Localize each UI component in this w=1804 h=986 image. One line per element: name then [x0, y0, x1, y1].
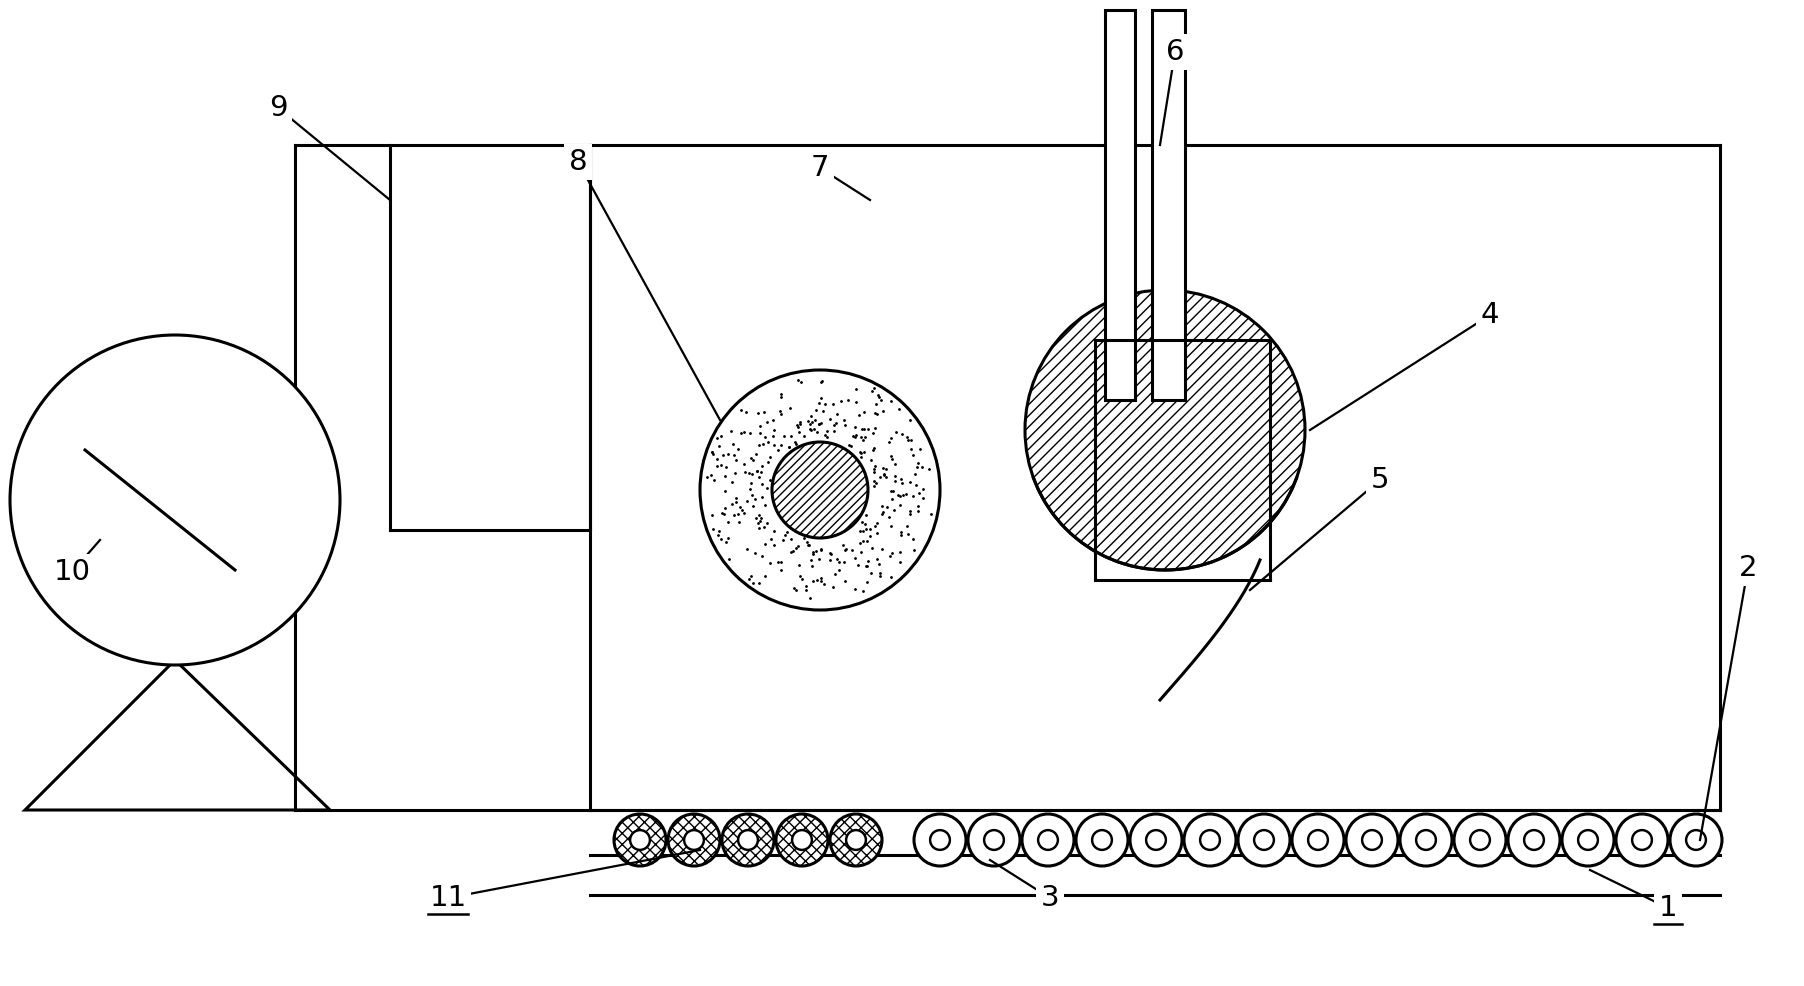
- Text: 8: 8: [568, 148, 588, 176]
- Bar: [1102, 575, 1191, 720]
- Circle shape: [1129, 814, 1182, 866]
- Circle shape: [1308, 830, 1328, 850]
- Text: 9: 9: [269, 94, 287, 122]
- Circle shape: [738, 830, 758, 850]
- Circle shape: [1346, 814, 1398, 866]
- Circle shape: [772, 442, 868, 538]
- Circle shape: [1400, 814, 1452, 866]
- Circle shape: [1091, 830, 1111, 850]
- Circle shape: [1362, 830, 1382, 850]
- Text: 4: 4: [1481, 301, 1499, 329]
- Circle shape: [1292, 814, 1344, 866]
- Circle shape: [1025, 290, 1304, 570]
- Circle shape: [684, 830, 704, 850]
- Text: 5: 5: [1371, 466, 1389, 494]
- Circle shape: [630, 830, 649, 850]
- Circle shape: [931, 830, 951, 850]
- Circle shape: [1254, 830, 1274, 850]
- Text: 7: 7: [810, 154, 830, 182]
- Circle shape: [776, 814, 828, 866]
- Circle shape: [667, 814, 720, 866]
- Circle shape: [1200, 830, 1220, 850]
- Circle shape: [613, 814, 666, 866]
- Circle shape: [969, 814, 1019, 866]
- Circle shape: [1470, 830, 1490, 850]
- Circle shape: [722, 814, 774, 866]
- Circle shape: [1616, 814, 1669, 866]
- Text: 10: 10: [54, 558, 90, 586]
- Circle shape: [11, 335, 339, 665]
- Text: 1: 1: [1658, 894, 1678, 922]
- Text: 2: 2: [1739, 554, 1757, 582]
- Circle shape: [1562, 814, 1615, 866]
- Circle shape: [1687, 830, 1707, 850]
- Text: 11: 11: [429, 884, 467, 912]
- Circle shape: [1633, 830, 1652, 850]
- Circle shape: [1238, 814, 1290, 866]
- Circle shape: [1146, 830, 1165, 850]
- Bar: [1153, 10, 1185, 400]
- Circle shape: [830, 814, 882, 866]
- Circle shape: [1416, 830, 1436, 850]
- Polygon shape: [25, 660, 330, 810]
- Circle shape: [1578, 830, 1598, 850]
- Circle shape: [1075, 814, 1128, 866]
- Circle shape: [915, 814, 965, 866]
- Circle shape: [1671, 814, 1723, 866]
- Circle shape: [1524, 830, 1544, 850]
- Bar: [1106, 10, 1135, 400]
- Circle shape: [1508, 814, 1560, 866]
- Text: 3: 3: [1041, 884, 1059, 912]
- Text: 6: 6: [1165, 38, 1183, 66]
- Circle shape: [846, 830, 866, 850]
- Circle shape: [985, 830, 1003, 850]
- Circle shape: [792, 830, 812, 850]
- Circle shape: [1454, 814, 1506, 866]
- Circle shape: [700, 370, 940, 610]
- Circle shape: [1037, 830, 1057, 850]
- Circle shape: [1183, 814, 1236, 866]
- Circle shape: [1023, 814, 1073, 866]
